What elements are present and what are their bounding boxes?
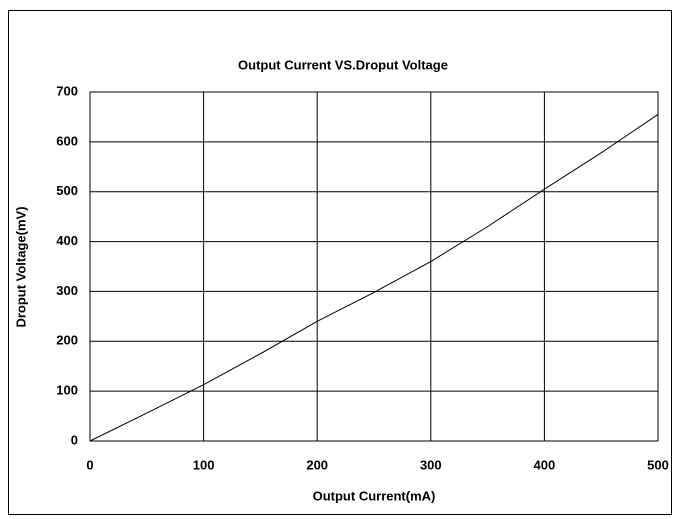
y-tick-label: 600 [56, 133, 78, 148]
y-tick-label: 500 [56, 183, 78, 198]
x-tick-label: 300 [420, 457, 442, 472]
chart-border [8, 10, 672, 515]
x-tick-label: 500 [647, 457, 669, 472]
y-tick-label: 400 [56, 233, 78, 248]
data-line [89, 114, 659, 442]
x-tick-label: 100 [193, 457, 215, 472]
y-tick-label: 200 [56, 333, 78, 348]
y-axis-label: Droput Voltage(mV) [13, 206, 28, 327]
chart-title: Output Current VS.Droput Voltage [238, 57, 448, 72]
y-tick-label: 700 [56, 83, 78, 98]
x-axis-label: Output Current(mA) [313, 488, 436, 503]
x-tick-label: 0 [86, 457, 93, 472]
y-tick-label: 300 [56, 283, 78, 298]
plot-area [89, 91, 659, 442]
x-tick-label: 200 [306, 457, 328, 472]
x-tick-label: 400 [534, 457, 556, 472]
y-tick-label: 100 [56, 383, 78, 398]
y-tick-label: 0 [71, 432, 78, 447]
